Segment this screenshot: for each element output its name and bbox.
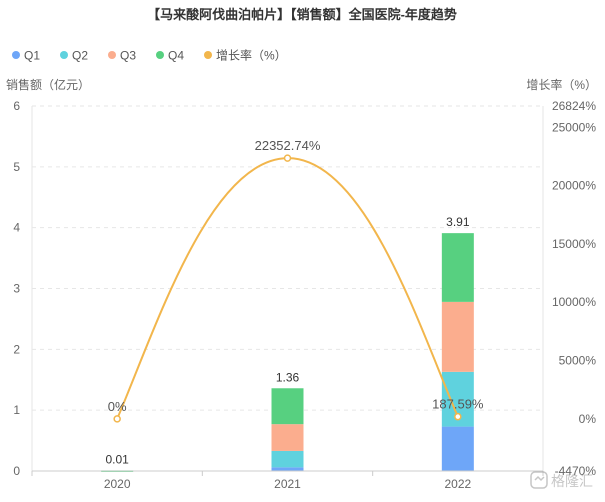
legend-marker: [204, 51, 212, 59]
legend-label: Q1: [24, 49, 40, 63]
bar-total-label: 3.91: [446, 215, 470, 229]
bar-segment-q4[interactable]: [441, 233, 474, 302]
y-tick-label: 6: [13, 99, 20, 113]
legend-item[interactable]: Q1: [12, 49, 40, 63]
y-tick-label: 5: [13, 160, 20, 174]
y-right-tick-label: 5000%: [559, 354, 597, 368]
y-tick-label: 0: [13, 464, 20, 478]
y-axis-right-ticks: -4470% 0% 5000% 10000% 15000% 20000% 25000% 268…: [552, 99, 596, 478]
bar-segment-q3[interactable]: [441, 301, 474, 372]
y-tick-label: 1: [13, 403, 20, 417]
y-right-tick-label: 26824%: [552, 99, 596, 113]
legend-marker: [12, 51, 20, 59]
x-tick-label: 2020: [104, 477, 131, 491]
legend-item[interactable]: 增长率（%）: [204, 48, 287, 63]
bar-segment-q1[interactable]: [441, 426, 474, 471]
bar-segment-q4[interactable]: [271, 388, 304, 425]
legend-item[interactable]: Q3: [108, 49, 136, 63]
chart-title: 【马来酸阿伐曲泊帕片】【销售额】全国医院-年度趋势: [147, 7, 457, 22]
growth-point[interactable]: [113, 415, 121, 423]
bar-segment-q3[interactable]: [271, 424, 304, 451]
bar-total-labels: 0.01 1.36 3.91: [105, 215, 469, 466]
legend-label: Q3: [120, 49, 136, 63]
y-right-tick-label: -4470%: [555, 464, 597, 478]
legend: Q1 Q2 Q3 Q4 增长率（%）: [12, 48, 287, 63]
watermark-logo: 格隆汇: [530, 471, 593, 489]
growth-value-label: 187.59%: [432, 397, 484, 412]
y-right-tick-label: 0%: [579, 412, 597, 426]
legend-item[interactable]: Q2: [60, 49, 88, 63]
x-axis: 2020 2021 2022: [31, 470, 544, 491]
y-right-tick-label: 15000%: [552, 237, 596, 251]
y-tick-label: 2: [13, 342, 20, 356]
growth-value-label: 0%: [108, 399, 127, 414]
x-tick-label: 2021: [274, 477, 301, 491]
growth-point[interactable]: [454, 412, 462, 421]
legend-label: 增长率（%）: [216, 48, 287, 63]
legend-label: Q4: [168, 49, 184, 63]
y-axis-right-label: 增长率（%）: [526, 77, 597, 92]
y-axis-left-label: 销售额（亿元）: [6, 77, 90, 92]
y-right-tick-label: 10000%: [552, 295, 596, 309]
y-right-tick-label: 25000%: [552, 120, 596, 134]
bar-total-label: 1.36: [276, 370, 300, 384]
legend-marker: [60, 51, 68, 59]
y-axis-left-ticks: 0 1 2 3 4 5 6: [13, 99, 20, 478]
legend-label: Q2: [72, 49, 88, 63]
growth-rate-line: 0% 22352.74% 187.59%: [108, 138, 484, 423]
watermark-text: 格隆汇: [551, 473, 593, 489]
bar-segment-q2[interactable]: [271, 450, 304, 468]
growth-value-label: 22352.74%: [255, 138, 321, 153]
y-right-tick-label: 20000%: [552, 179, 596, 193]
x-tick-label: 2022: [444, 477, 471, 491]
legend-item[interactable]: Q4: [156, 49, 184, 63]
legend-marker: [108, 51, 116, 59]
y-tick-label: 3: [13, 282, 20, 296]
stacked-bars: [101, 233, 474, 472]
growth-point[interactable]: [283, 154, 292, 162]
y-tick-label: 4: [13, 221, 20, 235]
bar-total-label: 0.01: [105, 452, 129, 466]
bar-segment-q1[interactable]: [271, 467, 304, 471]
legend-marker: [156, 51, 164, 59]
